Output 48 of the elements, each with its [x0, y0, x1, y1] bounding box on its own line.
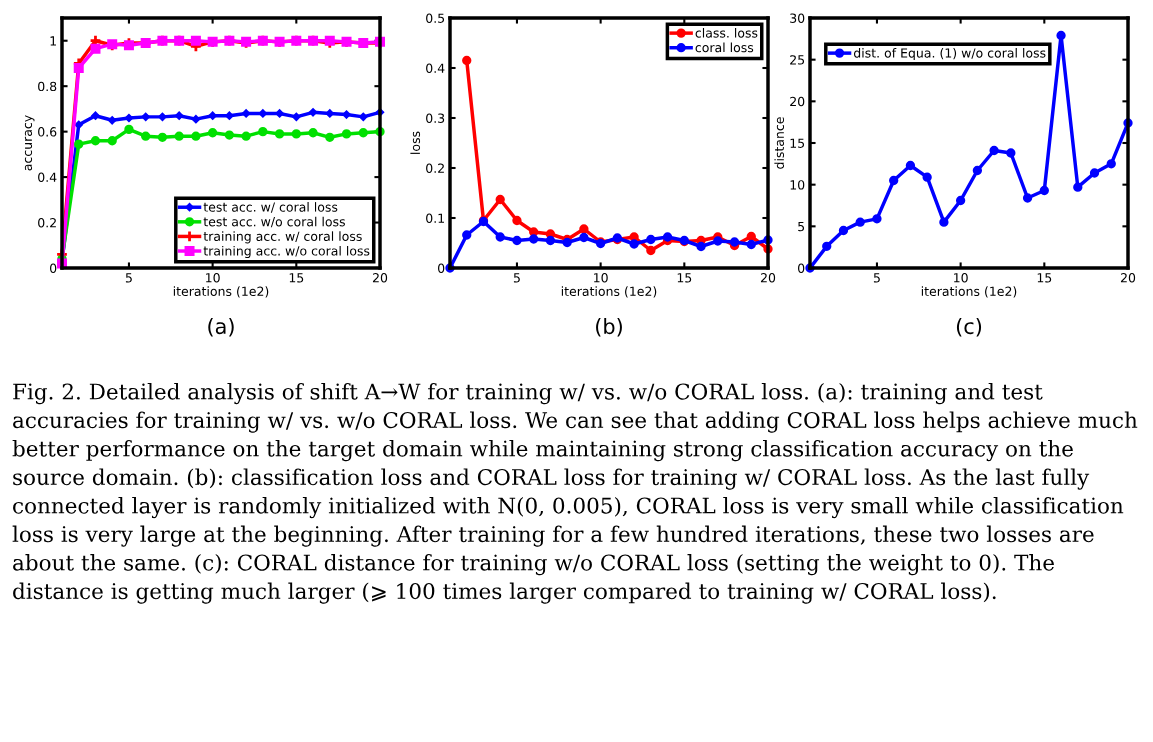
- x-tick-label: 5: [125, 273, 132, 283]
- y-axis-title: accuracy: [24, 115, 35, 171]
- y-tick-label: 0: [438, 263, 445, 273]
- y-tick-label: 20: [790, 96, 805, 107]
- x-tick-label: 15: [677, 273, 692, 283]
- legend-label: coral loss: [695, 42, 754, 53]
- text: (a): [208, 318, 234, 337]
- y-tick-label: 30: [790, 13, 805, 23]
- y-axis-title: loss: [410, 131, 421, 154]
- x-tick-label: 10: [594, 273, 608, 283]
- x-tick-label: 15: [289, 273, 304, 283]
- legend-label: test acc. w/ coral loss: [203, 202, 338, 213]
- x-tick-label: 15: [1037, 273, 1052, 283]
- legend-label: class. loss: [695, 28, 758, 38]
- x-axis-title: iterations (1e2): [921, 286, 1017, 298]
- x-tick-label: 5: [873, 273, 880, 283]
- x-tick-label: 10: [954, 273, 968, 283]
- y-tick-label: 0.1: [426, 213, 444, 223]
- y-tick-label: 0.4: [38, 172, 57, 183]
- y-tick-label: 0.4: [426, 63, 445, 73]
- caption: Fig. 2. Detailed analysis of shift A→W for training w/ vs. w/o CORAL loss. (a): training and test accuracies for training w/ vs. w/o CORAL loss. We can see that adding CORAL loss helps achieve much better performance on the target domain while maintaining strong classification accuracy on the source domain. (b): classification loss and CORAL loss for training w/ CORAL loss. As the last fully connected layer is randomly initialized with N(0, 0.005), CORAL loss is very small while classification loss is very large at the beginning. After training for a few hundred iterations, these two losses are about the same. (c): CORAL distance for training w/o CORAL loss (setting the weight to 0). The distance is getting much larger (⩾ 100 times larger compared to training w/ CORAL loss).: [12, 383, 1138, 604]
- y-tick-label: 0: [798, 263, 805, 273]
- y-tick-label: 5: [798, 221, 805, 232]
- y-tick-label: 25: [790, 55, 805, 65]
- legend-label: training acc. w/o coral loss: [203, 245, 370, 258]
- y-tick-label: 1: [50, 36, 56, 46]
- y-tick-label: 0.3: [426, 113, 445, 123]
- y-tick-label: 0.2: [38, 218, 56, 228]
- x-tick-label: 20: [760, 273, 776, 283]
- x-tick-label: 20: [372, 273, 388, 283]
- y-axis-title: distance: [774, 117, 785, 169]
- y-tick-label: 0: [50, 263, 57, 273]
- x-tick-label: 5: [513, 273, 520, 283]
- y-tick-label: 15: [790, 138, 805, 148]
- x-axis-title: iterations (1e2): [173, 286, 269, 298]
- legend-label: dist. of Equa. (1) w/o coral loss: [853, 48, 1046, 61]
- text: (c): [956, 318, 982, 337]
- y-tick-label: 10: [790, 180, 805, 190]
- y-tick-label: 0.2: [426, 163, 444, 173]
- x-tick-label: 20: [1120, 273, 1136, 283]
- legend-label: training acc. w/ coral loss: [203, 231, 362, 244]
- legend-label: test acc. w/o coral loss: [203, 216, 345, 228]
- x-axis-title: iterations (1e2): [561, 286, 657, 298]
- text: (b): [596, 318, 622, 337]
- y-tick-label: 0.5: [426, 13, 445, 23]
- y-tick-label: 0.8: [38, 81, 57, 92]
- y-tick-label: 0.6: [38, 127, 57, 137]
- x-tick-label: 10: [206, 273, 220, 283]
